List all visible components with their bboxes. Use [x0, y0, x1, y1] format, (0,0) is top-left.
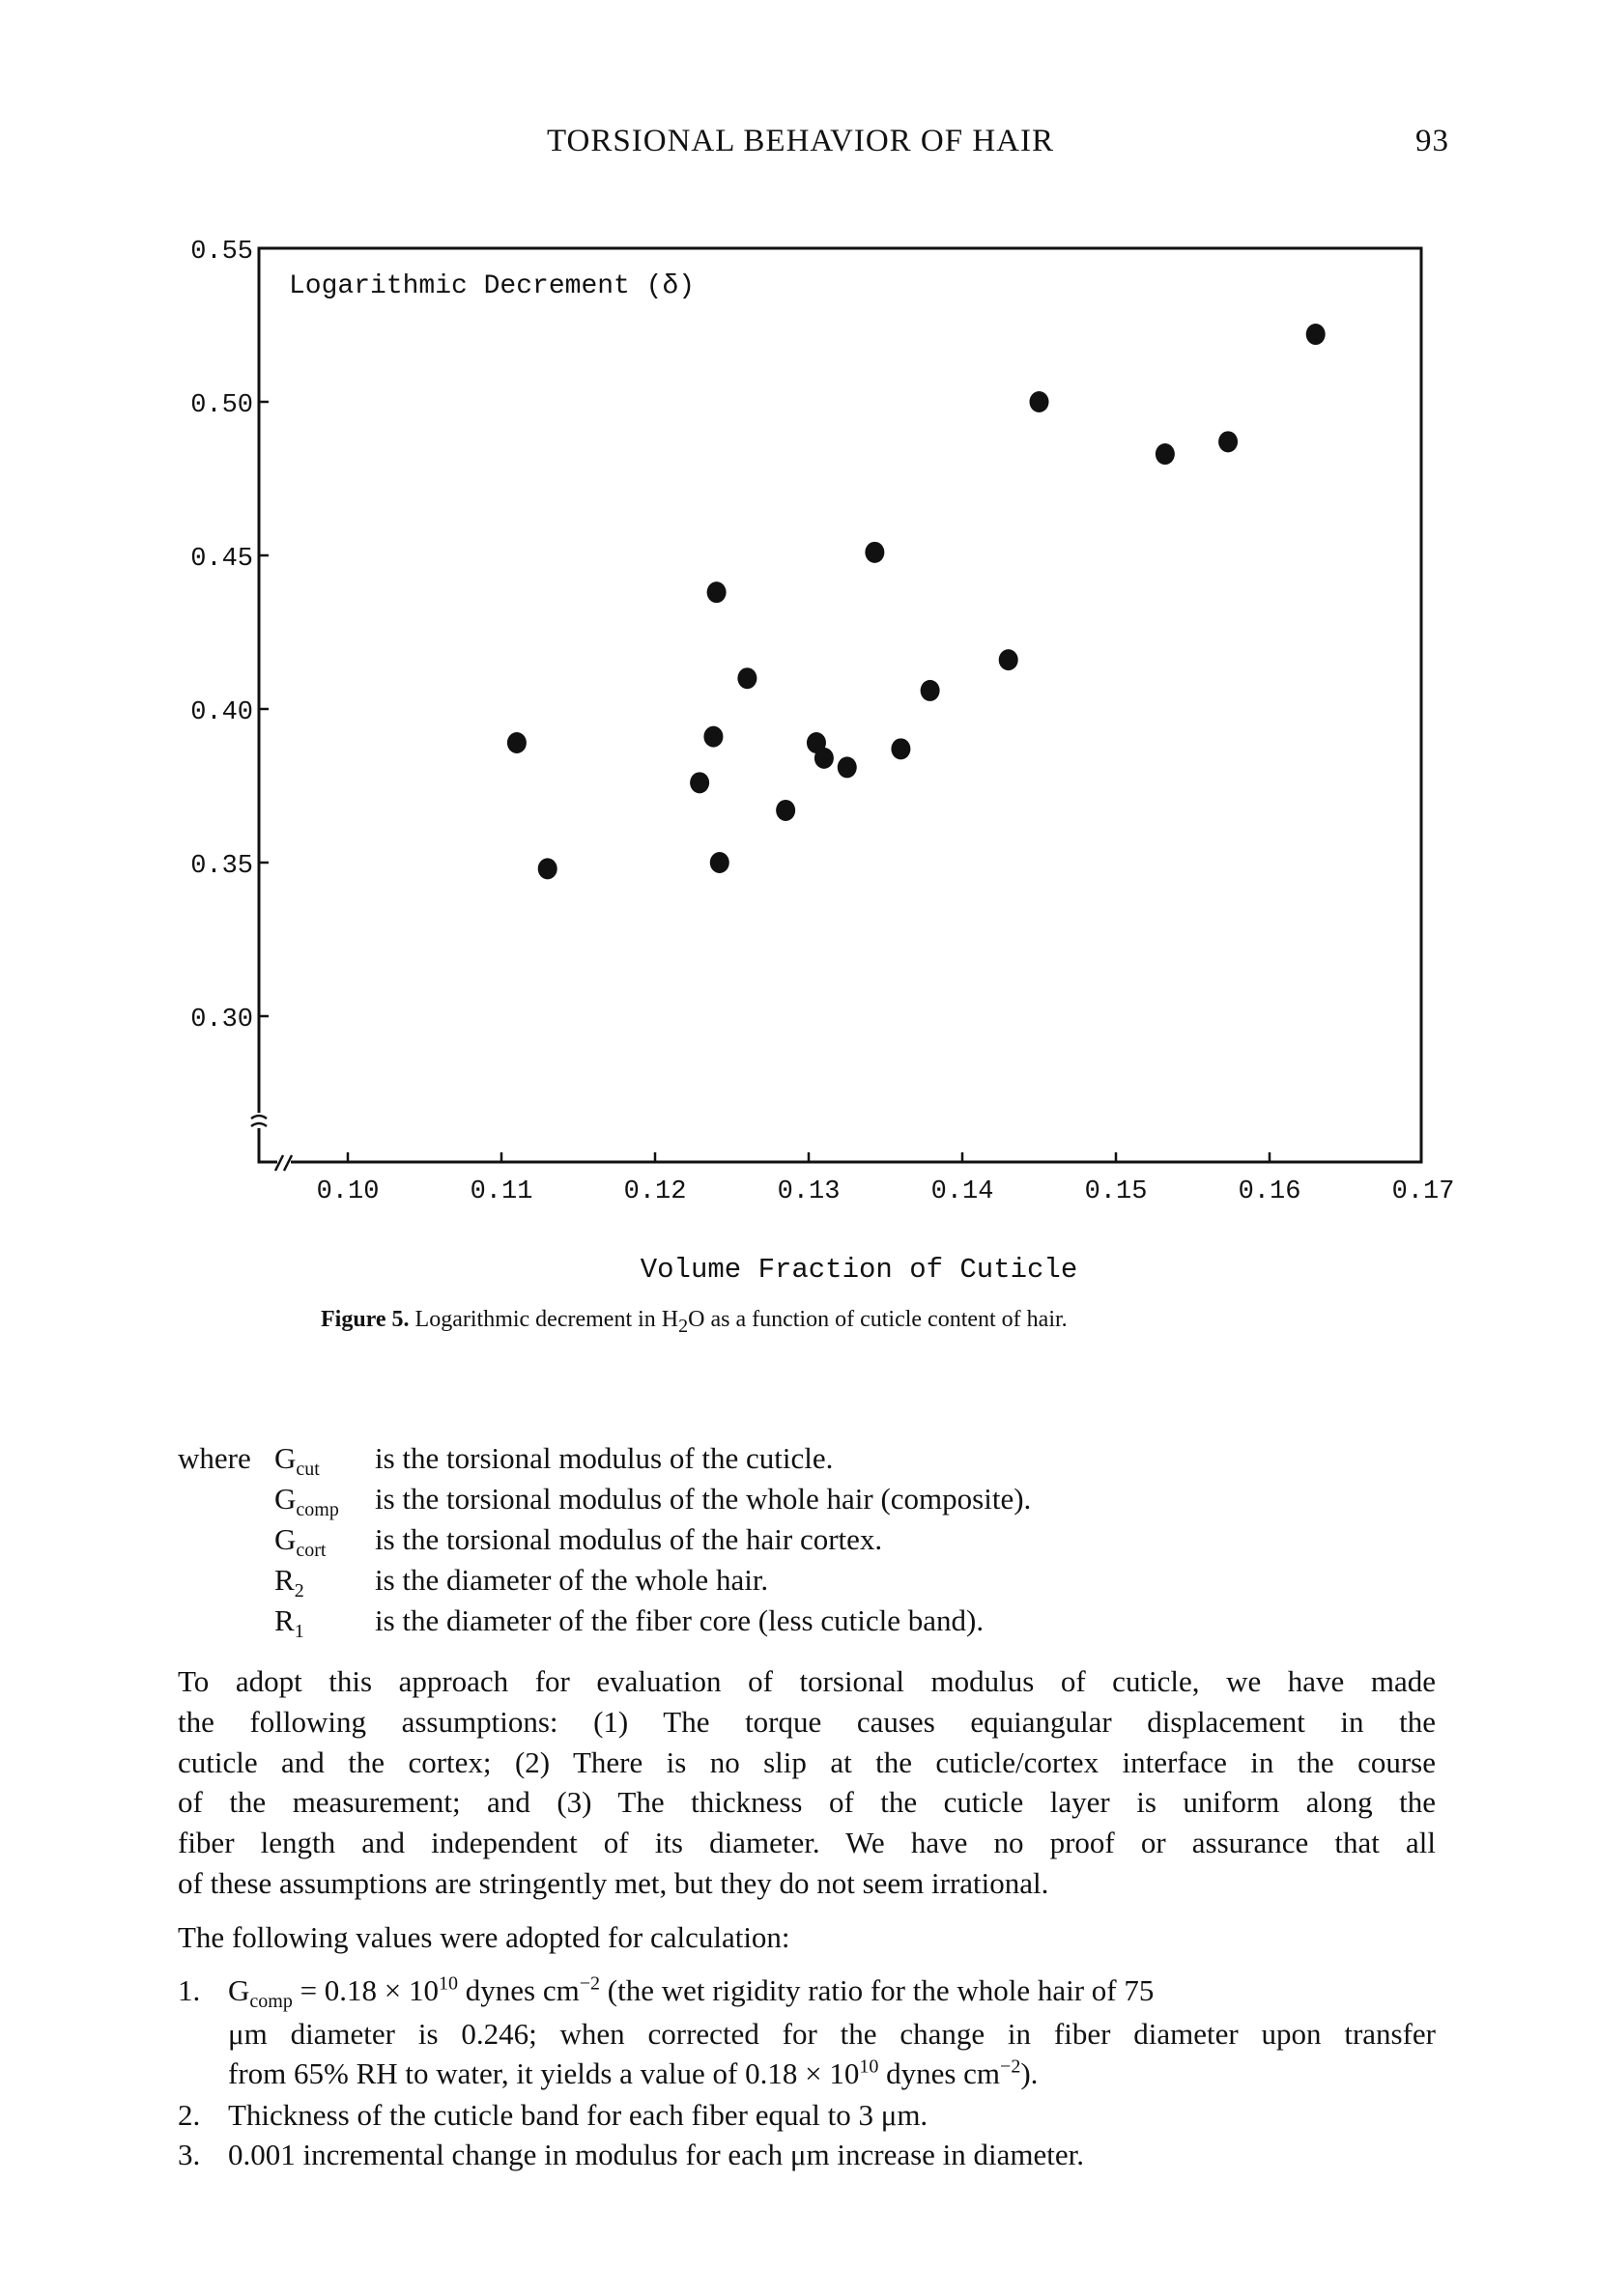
running-title: TORSIONAL BEHAVIOR OF HAIR: [547, 124, 1055, 158]
definition-symbol: Gcut: [274, 1441, 320, 1481]
paragraph-line: of these assumptions are stringently met…: [178, 1866, 1049, 1900]
y-tick-label: 0.35: [190, 852, 253, 881]
values-intro: The following values were adopted for ca…: [178, 1920, 790, 1954]
x-tick-label: 0.17: [1392, 1177, 1455, 1206]
data-point: [506, 731, 527, 753]
data-point: [690, 772, 710, 794]
data-point: [891, 738, 911, 760]
list-item-1-line-1: Gcomp = 0.18 × 1010 dynes cm−2 (the wet …: [228, 1972, 1155, 2013]
paragraph-line: fiber length and independent of its diam…: [178, 1826, 1436, 1860]
paragraph-line: the following assumptions: (1) The torqu…: [178, 1704, 1436, 1739]
list-item-3: 0.001 incremental change in modulus for …: [228, 2138, 1085, 2171]
data-point: [1155, 443, 1175, 466]
y-tick-label: 0.40: [190, 698, 253, 727]
list-num-2: 2.: [178, 2098, 201, 2132]
caption-sub: 2: [678, 1315, 689, 1337]
figure-caption: Figure 5. Logarithmic decrement in H2O a…: [321, 1307, 1068, 1336]
data-point: [776, 799, 796, 821]
data-point: [837, 756, 857, 779]
x-tick-label: 0.14: [931, 1177, 994, 1206]
paragraph-line: cuticle and the cortex; (2) There is no …: [178, 1744, 1436, 1779]
definition-symbol: Gcort: [274, 1522, 327, 1562]
data-point: [1029, 391, 1049, 412]
list-num-1: 1.: [178, 1973, 201, 2007]
x-tick-label: 0.16: [1239, 1177, 1301, 1206]
paragraph-line: To adopt this approach for evaluation of…: [178, 1664, 1436, 1698]
axis-break-marks: [250, 1113, 294, 1172]
y-tick-label: 0.55: [190, 238, 253, 267]
plot-frame: [257, 246, 1423, 1164]
list-num-3: 3.: [178, 2138, 201, 2171]
definition-text: is the torsional modulus of the whole ha…: [375, 1482, 1032, 1516]
definitions-lead: where: [178, 1441, 251, 1475]
y-tick-label: 0.50: [190, 391, 253, 420]
data-point: [706, 581, 727, 604]
definition-text: is the diameter of the fiber core (less …: [375, 1603, 985, 1637]
x-tick-label: 0.13: [778, 1177, 841, 1206]
definition-symbol: R2: [274, 1563, 304, 1602]
page-number: 93: [1415, 124, 1449, 158]
scatter-chart: Logarithmic Decrement (δ) 0.55 0.50 0.45 0.…: [190, 238, 1455, 1286]
data-point: [1305, 324, 1326, 346]
data-point: [1218, 431, 1239, 453]
data-point: [998, 649, 1018, 671]
definition-text: is the torsional modulus of the cuticle.: [375, 1441, 834, 1475]
list-item-1-line-2: μm diameter is 0.246; when corrected for…: [228, 2017, 1436, 2051]
y-tick-label: 0.45: [190, 545, 253, 574]
definition-symbol: R1: [274, 1603, 304, 1643]
y-axis-label: Logarithmic Decrement (δ): [289, 271, 695, 301]
definition-text: is the torsional modulus of the hair cor…: [375, 1522, 883, 1556]
data-point: [703, 725, 724, 748]
x-tick-label: 0.11: [471, 1177, 533, 1206]
data-point: [814, 747, 834, 769]
data-point: [737, 667, 757, 690]
data-point: [709, 852, 729, 873]
y-tick-label: 0.30: [190, 1006, 253, 1035]
caption-label: Figure 5.: [321, 1307, 410, 1332]
data-point: [537, 858, 557, 880]
definition-symbol: Gcomp: [274, 1482, 339, 1521]
x-axis-label: Volume Fraction of Cuticle: [641, 1254, 1077, 1286]
x-tick-label: 0.10: [317, 1177, 380, 1206]
caption-text-end: O as a function of cuticle content of ha…: [688, 1307, 1068, 1332]
list-item-1-line-3: from 65% RH to water, it yields a value …: [228, 2055, 1039, 2090]
data-point: [920, 679, 940, 701]
definition-text: is the diameter of the whole hair.: [375, 1563, 769, 1597]
caption-text: Logarithmic decrement in H: [409, 1307, 679, 1332]
data-point: [865, 541, 885, 563]
x-tick-label: 0.12: [624, 1177, 687, 1206]
list-item-2: Thickness of the cuticle band for each f…: [228, 2098, 928, 2132]
x-tick-label: 0.15: [1085, 1177, 1148, 1206]
paragraph-line: of the measurement; and (3) The thicknes…: [178, 1785, 1436, 1820]
